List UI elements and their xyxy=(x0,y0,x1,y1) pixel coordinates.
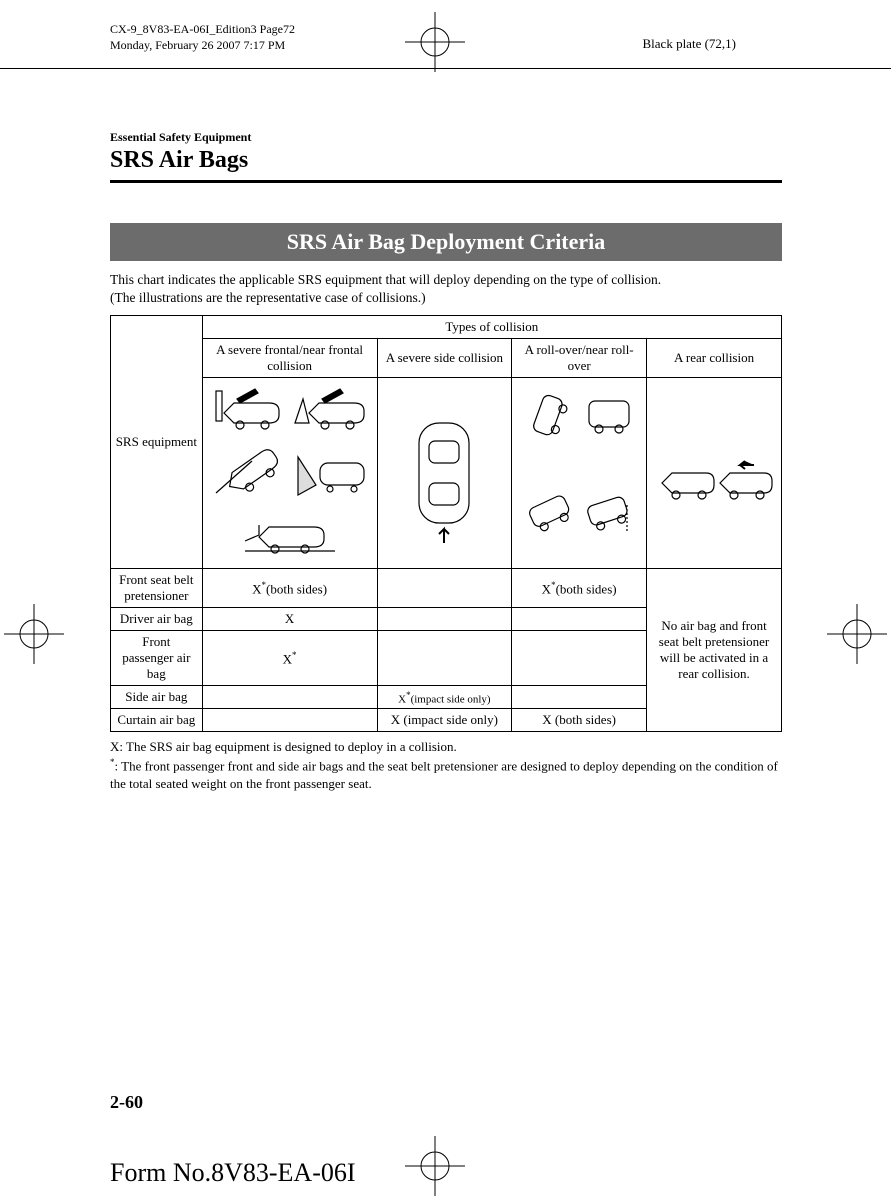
cell-side-roll xyxy=(512,686,647,709)
cell-pretensioner-side xyxy=(377,569,512,608)
intro-line1: This chart indicates the applicable SRS … xyxy=(110,272,661,287)
page-number: 2-60 xyxy=(110,1092,143,1113)
footnote-star: *: The front passenger front and side ai… xyxy=(110,756,782,792)
registration-mark-top xyxy=(405,12,465,72)
cell-side-frontal xyxy=(202,686,377,709)
illus-rear xyxy=(647,378,782,569)
cell-side-side: X*(impact side only) xyxy=(377,686,512,709)
row-pretensioner-label: Front seat belt pretensioner xyxy=(111,569,203,608)
cell-frontpass-roll xyxy=(512,631,647,686)
illus-side xyxy=(377,378,512,569)
illus-roll xyxy=(512,378,647,569)
row-curtain-label: Curtain air bag xyxy=(111,709,203,732)
footnote-x: X: The SRS air bag equipment is designed… xyxy=(110,738,782,756)
registration-mark-bottom xyxy=(405,1136,465,1196)
footnotes: X: The SRS air bag equipment is designed… xyxy=(110,738,782,792)
col-side: A severe side collision xyxy=(377,339,512,378)
equipment-row-label: SRS equipment xyxy=(111,316,203,569)
cell-driver-frontal: X xyxy=(202,608,377,631)
col-rear: A rear collision xyxy=(647,339,782,378)
doc-id-line: CX-9_8V83-EA-06I_Edition3 Page72 xyxy=(110,22,295,38)
cell-frontpass-side xyxy=(377,631,512,686)
deployment-table: SRS equipment Types of collision A sever… xyxy=(110,315,782,732)
crop-line xyxy=(0,68,891,69)
cell-driver-side xyxy=(377,608,512,631)
plate-label: Black plate (72,1) xyxy=(643,36,737,52)
illus-frontal xyxy=(202,378,377,569)
col-roll: A roll-over/near roll-over xyxy=(512,339,647,378)
cell-curtain-roll: X (both sides) xyxy=(512,709,647,732)
registration-mark-left xyxy=(4,604,64,664)
intro-text: This chart indicates the applicable SRS … xyxy=(110,271,782,307)
cell-driver-roll xyxy=(512,608,647,631)
page-title: SRS Air Bags xyxy=(110,147,782,174)
col-frontal: A severe frontal/near frontal collision xyxy=(202,339,377,378)
cell-curtain-side: X (impact side only) xyxy=(377,709,512,732)
row-driver-label: Driver air bag xyxy=(111,608,203,631)
section-banner: SRS Air Bag Deployment Criteria xyxy=(110,223,782,261)
section-label: Essential Safety Equipment xyxy=(110,130,782,145)
cell-pretensioner-frontal: X*(both sides) xyxy=(202,569,377,608)
cell-frontpass-frontal: X* xyxy=(202,631,377,686)
page-content: Essential Safety Equipment SRS Air Bags … xyxy=(110,130,782,792)
header-meta: CX-9_8V83-EA-06I_Edition3 Page72 Monday,… xyxy=(110,22,295,53)
cell-pretensioner-roll: X*(both sides) xyxy=(512,569,647,608)
rear-collision-note: No air bag and front seat belt pretensio… xyxy=(647,569,782,732)
form-number: Form No.8V83-EA-06I xyxy=(110,1158,356,1188)
title-rule xyxy=(110,180,782,183)
registration-mark-right xyxy=(827,604,887,664)
cell-curtain-frontal xyxy=(202,709,377,732)
row-side-label: Side air bag xyxy=(111,686,203,709)
types-header: Types of collision xyxy=(202,316,781,339)
intro-line2: (The illustrations are the representativ… xyxy=(110,290,426,305)
doc-date-line: Monday, February 26 2007 7:17 PM xyxy=(110,38,295,54)
row-frontpass-label: Front passenger air bag xyxy=(111,631,203,686)
